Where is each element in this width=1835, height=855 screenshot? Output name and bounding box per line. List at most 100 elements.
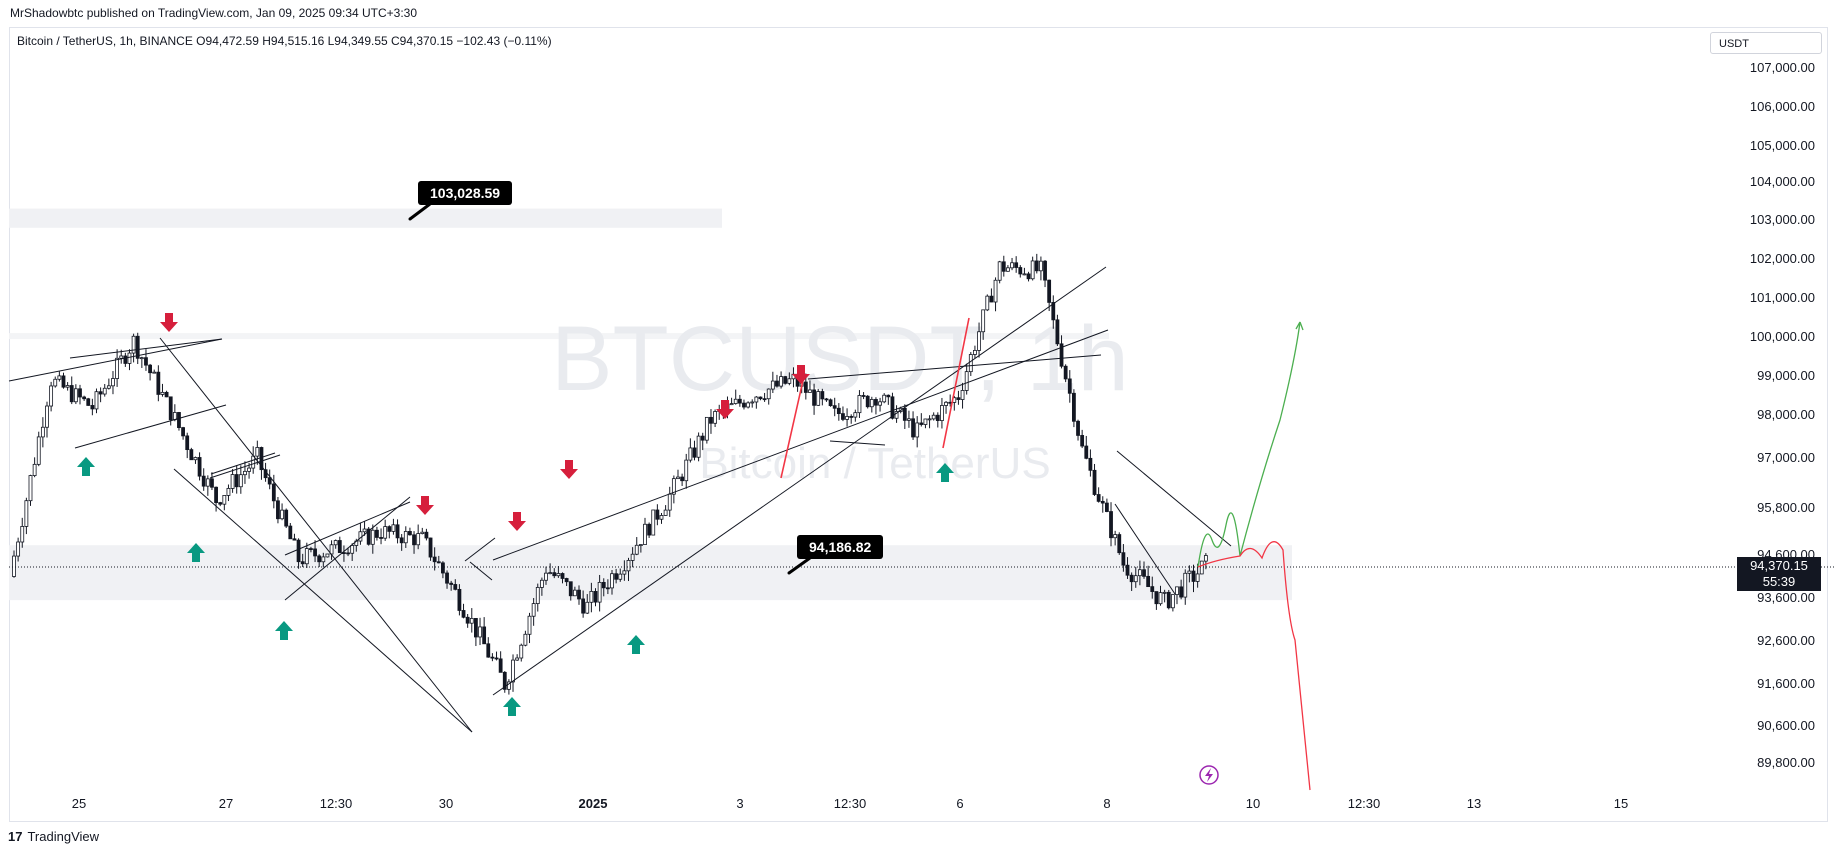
candle-body <box>189 449 194 461</box>
candle-body <box>655 509 660 520</box>
candle-body <box>313 548 317 557</box>
candle-body <box>1014 262 1019 268</box>
candle-body <box>907 418 911 421</box>
candle-body <box>123 355 128 364</box>
bolt-icon <box>1199 765 1219 785</box>
candle-body <box>251 455 256 469</box>
sell-signal-icon <box>792 365 810 384</box>
candle-body <box>692 447 697 458</box>
candle-body <box>288 525 293 540</box>
tradingview-footer[interactable]: 17 TradingView <box>8 829 99 844</box>
candle-body <box>572 589 577 597</box>
candle-body <box>304 548 309 565</box>
candle-body <box>828 399 833 407</box>
candle-body <box>445 572 449 584</box>
candle-body <box>923 418 928 425</box>
candle-body <box>238 474 243 488</box>
candle-body <box>709 416 713 424</box>
candle-body <box>758 396 763 400</box>
y-tick-label: 104,000.00 <box>1750 174 1815 189</box>
candle-body <box>1010 262 1014 269</box>
trend-line <box>284 501 411 556</box>
candle-body <box>115 357 120 379</box>
candle-body <box>300 561 305 565</box>
candle-body <box>1051 302 1056 321</box>
callout-pointer <box>788 556 811 575</box>
chart-frame[interactable] <box>9 27 1828 822</box>
x-tick-label: 8 <box>1103 796 1110 811</box>
candle-body <box>647 523 652 536</box>
candle-body <box>882 394 887 403</box>
candle-body <box>474 618 478 638</box>
sell-signal-icon <box>160 313 178 332</box>
candle-body <box>787 378 792 384</box>
y-tick-label: 105,000.00 <box>1750 138 1815 153</box>
candle-body <box>498 658 503 673</box>
candle-body <box>317 555 322 563</box>
candle-body <box>931 414 936 420</box>
candle-body <box>408 531 412 536</box>
highlight-band <box>9 333 1109 340</box>
candle-body <box>523 633 528 646</box>
last-price-value: 94,370.15 <box>1750 558 1808 573</box>
candle-body <box>737 398 742 404</box>
candle-body <box>1142 569 1146 577</box>
candle-body <box>1001 261 1006 272</box>
candle-body <box>399 537 404 544</box>
x-tick-label: 3 <box>736 796 743 811</box>
candle-body <box>1039 260 1043 272</box>
candle-body <box>762 398 767 401</box>
candle-body <box>486 643 491 658</box>
candle-body <box>383 526 388 539</box>
candle-body <box>160 391 165 395</box>
sell-signal-icon <box>508 512 526 531</box>
trend-line <box>807 354 1102 380</box>
bullish-projection <box>1197 321 1301 568</box>
candle-body <box>24 500 29 527</box>
candle-body <box>704 416 709 441</box>
candle-body <box>964 371 969 391</box>
candle-body <box>1026 273 1031 280</box>
candle-body <box>733 398 738 404</box>
candle-body <box>94 391 99 410</box>
buy-signal-icon <box>275 621 293 640</box>
trend-line <box>210 452 276 475</box>
candle-body <box>630 553 635 561</box>
candle-body <box>832 405 837 409</box>
candle-body <box>193 457 198 461</box>
candle-body <box>309 548 313 550</box>
candle-body <box>601 581 606 589</box>
candle-body <box>350 545 355 554</box>
candle-body <box>746 402 750 408</box>
candle-body <box>449 582 454 585</box>
candle-body <box>1047 279 1052 303</box>
candle-body <box>1043 260 1047 281</box>
candle-body <box>754 396 759 403</box>
candle-body <box>593 591 598 603</box>
candle-body <box>36 436 41 465</box>
candle-body <box>255 447 260 457</box>
candle-body <box>1072 392 1076 422</box>
candle-body <box>144 357 148 366</box>
candle-body <box>1092 469 1097 495</box>
candle-body <box>531 603 536 617</box>
candle-body <box>168 396 173 421</box>
candle-body <box>968 354 973 373</box>
candle-body <box>989 295 994 303</box>
candle-body <box>1088 457 1093 471</box>
y-tick-label: 100,000.00 <box>1750 329 1815 344</box>
symbol-ohlc-legend[interactable]: Bitcoin / TetherUS, 1h, BINANCE O94,472.… <box>17 34 552 48</box>
candle-body <box>1067 378 1072 394</box>
candle-body <box>32 463 37 476</box>
candle-body <box>181 427 185 437</box>
candle-body <box>667 493 672 511</box>
currency-label[interactable]: USDT <box>1710 32 1822 54</box>
candle-body <box>626 560 631 572</box>
trend-line <box>469 561 493 581</box>
candle-body <box>416 533 421 546</box>
candle-body <box>453 584 458 590</box>
candle-body <box>271 483 276 502</box>
x-tick-label: 25 <box>72 796 86 811</box>
candle-body <box>643 523 647 545</box>
